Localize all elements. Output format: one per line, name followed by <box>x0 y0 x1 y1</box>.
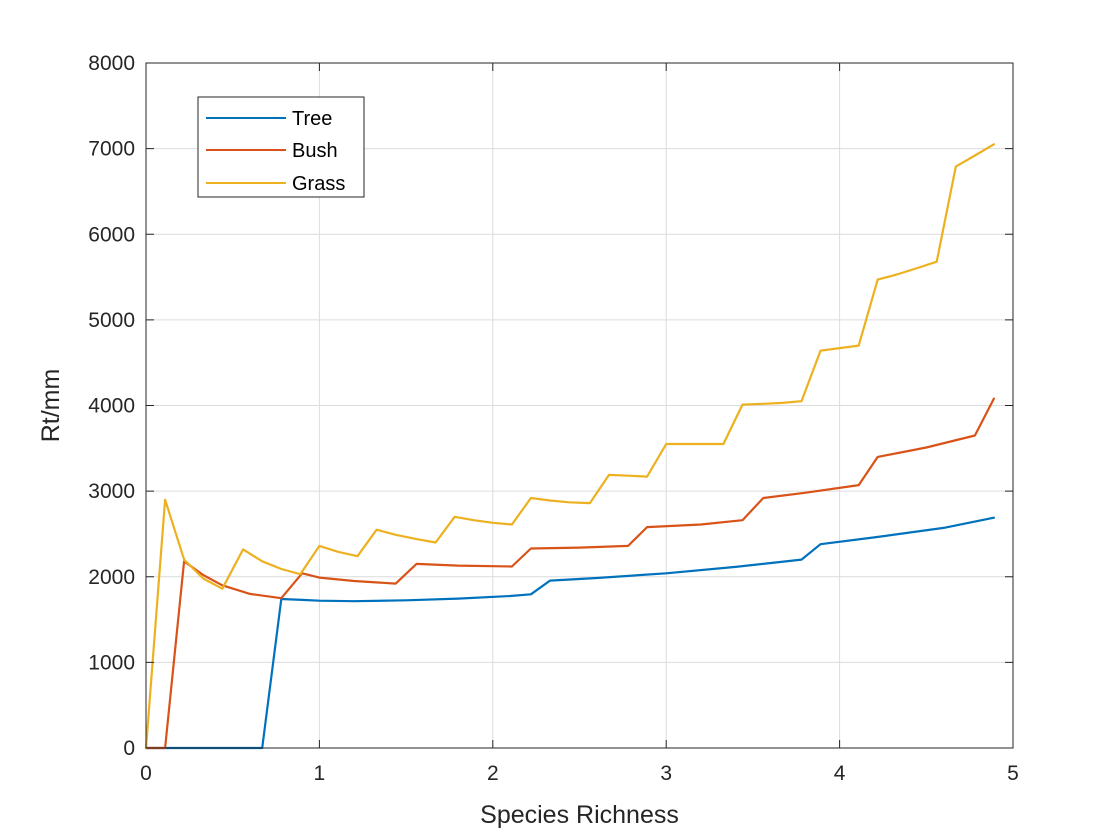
y-tick-label: 7000 <box>88 138 135 161</box>
legend: Tree Bush Grass <box>197 96 365 198</box>
x-tick-label: 5 <box>1007 762 1019 785</box>
series-line-tree <box>144 516 996 750</box>
y-tick-label: 5000 <box>88 309 135 332</box>
x-tick-label: 2 <box>487 762 499 785</box>
legend-label-bush: Bush <box>292 140 338 162</box>
tick-labels: 0 1 2 3 4 5 0 1000 2000 3000 4000 5000 6000 7000 8000 <box>88 52 1019 785</box>
series-line-grass <box>144 143 996 750</box>
y-tick-label: 2000 <box>88 566 135 589</box>
x-tick-label: 1 <box>314 762 326 785</box>
y-axis-label: Rt/mm <box>37 369 65 443</box>
x-tick-label: 3 <box>660 762 672 785</box>
legend-label-tree: Tree <box>292 108 332 130</box>
x-tick-label: 0 <box>140 762 152 785</box>
series-line-bush <box>144 397 996 750</box>
y-tick-label: 1000 <box>88 651 135 674</box>
legend-box <box>197 96 365 198</box>
y-tick-label: 3000 <box>88 480 135 503</box>
y-tick-label: 8000 <box>88 52 135 75</box>
y-tick-label: 0 <box>123 737 135 760</box>
y-tick-label: 6000 <box>88 223 135 246</box>
y-tick-label: 4000 <box>88 395 135 418</box>
x-tick-label: 4 <box>834 762 846 785</box>
grid <box>146 63 1013 748</box>
axis-ticks <box>145 62 1014 749</box>
legend-label-grass: Grass <box>292 173 345 195</box>
x-axis-label: Species Richness <box>480 801 679 829</box>
series-lines <box>144 143 996 750</box>
